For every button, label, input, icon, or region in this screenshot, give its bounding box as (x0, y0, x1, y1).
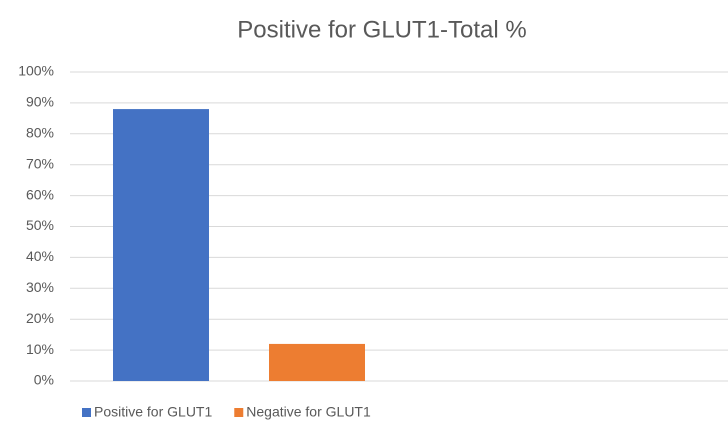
legend-label: Negative for GLUT1 (246, 404, 371, 420)
chart-title: Positive for GLUT1-Total % (237, 16, 526, 43)
y-tick-label: 70% (26, 155, 54, 171)
y-tick-label: 50% (26, 217, 54, 233)
legend-swatch (234, 408, 244, 417)
y-tick-label: 30% (26, 279, 54, 295)
y-tick-label: 80% (26, 125, 54, 141)
bar (113, 109, 209, 381)
legend-swatch (82, 408, 91, 417)
y-tick-label: 20% (26, 310, 54, 326)
legend-label: Positive for GLUT1 (94, 404, 212, 420)
y-tick-label: 0% (34, 372, 54, 388)
y-tick-label: 10% (26, 341, 54, 357)
y-tick-label: 100% (18, 63, 54, 79)
bar (269, 343, 365, 381)
y-tick-label: 40% (26, 248, 54, 264)
y-tick-label: 60% (26, 186, 54, 202)
y-tick-label: 90% (26, 94, 54, 110)
